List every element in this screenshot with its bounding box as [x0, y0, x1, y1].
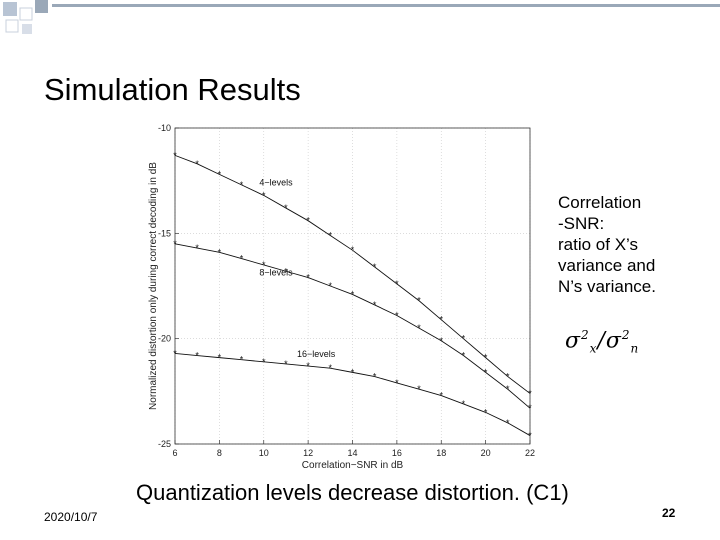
data-point: *	[506, 372, 510, 382]
data-point: *	[417, 384, 421, 394]
data-point: *	[373, 262, 377, 272]
data-point: *	[484, 353, 488, 363]
side-text-line: Correlation	[558, 193, 642, 212]
slide-title: Simulation Results	[44, 72, 301, 107]
data-point: *	[528, 388, 532, 398]
corner-squares-decoration	[3, 0, 720, 34]
data-point: *	[484, 367, 488, 377]
data-point: *	[395, 279, 399, 289]
data-point: *	[195, 243, 199, 253]
data-point: *	[218, 247, 222, 257]
data-point: *	[373, 300, 377, 310]
deco-square	[35, 0, 48, 13]
x-tick-label: 14	[347, 448, 357, 458]
data-point: *	[306, 216, 310, 226]
data-point: *	[528, 403, 532, 413]
data-point: *	[395, 378, 399, 388]
data-point: *	[484, 407, 488, 417]
x-tick-label: 18	[436, 448, 446, 458]
data-point: *	[262, 357, 266, 367]
data-point: *	[351, 367, 355, 377]
distortion-chart: 6 8 10 12 14 16 18 20 22 -10 -15 -20 -25 Correlation−…	[148, 123, 535, 471]
data-point: *	[284, 359, 288, 369]
data-point: *	[395, 310, 399, 320]
deco-square	[5, 19, 19, 33]
data-point: *	[462, 334, 466, 344]
side-text-line: N’s variance.	[558, 277, 656, 296]
x-tick-label: 16	[392, 448, 402, 458]
data-point: *	[306, 273, 310, 283]
data-point: *	[195, 159, 199, 169]
data-point: *	[284, 203, 288, 213]
deco-square	[22, 24, 32, 34]
y-tick-label: -25	[158, 439, 171, 449]
data-point: *	[173, 348, 177, 358]
y-tick-label: -10	[158, 123, 171, 133]
data-point: *	[439, 336, 443, 346]
data-point: *	[173, 150, 177, 160]
data-point: *	[506, 418, 510, 428]
data-point: *	[306, 361, 310, 371]
side-text-line: ratio of X’s	[558, 235, 639, 254]
slide-caption: Quantization levels decrease distortion.…	[136, 480, 569, 505]
footer-date: 2020/10/7	[44, 510, 98, 524]
x-tick-label: 10	[259, 448, 269, 458]
data-point: *	[284, 266, 288, 276]
x-tick-label: 8	[217, 448, 222, 458]
variance-ratio-formula-icon: σ2x/σ2n	[565, 328, 640, 356]
y-axis-label: Normalized distortion only during correc…	[148, 162, 159, 410]
data-point: *	[329, 363, 333, 373]
side-text-line: -SNR:	[558, 214, 605, 233]
data-point: *	[240, 180, 244, 190]
data-point: *	[462, 399, 466, 409]
data-point: *	[417, 296, 421, 306]
side-text-line: variance and	[558, 256, 656, 275]
series-line	[174, 352, 531, 436]
data-point: *	[218, 169, 222, 179]
x-tick-label: 6	[172, 448, 177, 458]
data-point: *	[195, 351, 199, 361]
data-point: *	[528, 431, 532, 441]
data-point: *	[329, 281, 333, 291]
series-label: 16−levels	[297, 349, 336, 359]
data-point: *	[373, 372, 377, 382]
data-point: *	[240, 254, 244, 264]
side-description: Correlation -SNR: ratio of X’s variance …	[558, 192, 708, 297]
data-point: *	[218, 353, 222, 363]
series-line	[174, 154, 531, 394]
data-point: *	[240, 355, 244, 365]
data-point: *	[262, 260, 266, 270]
plot-frame	[174, 127, 531, 445]
top-rule	[52, 4, 720, 7]
data-point: *	[262, 190, 266, 200]
x-tick-label: 20	[481, 448, 491, 458]
data-point: *	[417, 323, 421, 333]
series-label: 4−levels	[259, 177, 293, 187]
x-tick-label: 12	[303, 448, 313, 458]
data-point: *	[506, 384, 510, 394]
deco-square	[3, 2, 17, 16]
y-tick-label: -20	[158, 334, 171, 344]
x-tick-label: 22	[525, 448, 535, 458]
deco-square	[19, 7, 33, 21]
data-point: *	[351, 289, 355, 299]
page-number: 22	[662, 506, 676, 520]
data-point: *	[351, 245, 355, 255]
data-point: *	[329, 230, 333, 240]
series-line	[174, 243, 531, 409]
x-axis-label: Correlation−SNR in dB	[302, 460, 404, 471]
data-point: *	[439, 391, 443, 401]
series-label: 8−levels	[259, 268, 293, 278]
data-point: *	[173, 239, 177, 249]
data-point: *	[462, 351, 466, 361]
data-point: *	[439, 315, 443, 325]
y-tick-label: -15	[158, 228, 171, 238]
